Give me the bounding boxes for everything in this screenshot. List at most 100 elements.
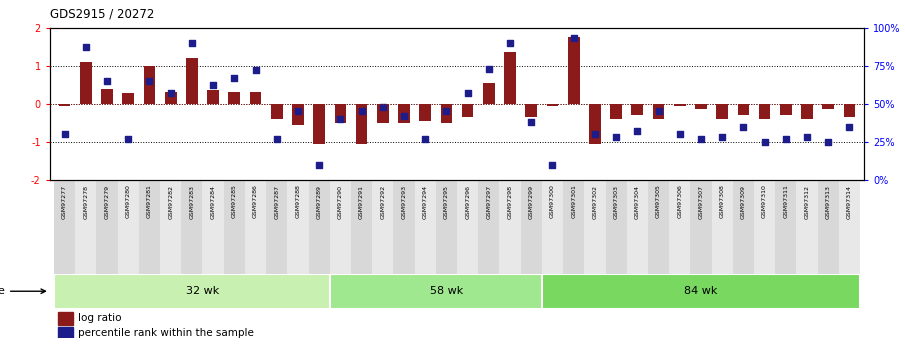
Text: 32 wk: 32 wk [186, 286, 219, 296]
Text: GSM97288: GSM97288 [295, 185, 300, 218]
Bar [801, 104, 813, 119]
Text: 84 wk: 84 wk [684, 286, 718, 296]
Bar [585, 180, 605, 274]
Point [164, 90, 178, 96]
Point [248, 68, 262, 73]
Bar [292, 104, 304, 125]
Bar [207, 90, 219, 104]
Bar [228, 92, 240, 104]
Point [524, 119, 538, 125]
Bar [605, 180, 626, 274]
Point [461, 90, 475, 96]
Bar [122, 93, 134, 104]
Text: GSM97310: GSM97310 [762, 185, 767, 218]
Text: GSM97292: GSM97292 [380, 185, 386, 219]
Point [609, 135, 624, 140]
Point [291, 109, 305, 114]
Bar [309, 180, 329, 274]
Text: GSM97299: GSM97299 [529, 185, 534, 219]
Text: GSM97294: GSM97294 [423, 185, 428, 219]
Point [545, 162, 559, 167]
Bar [589, 104, 601, 144]
Point [142, 78, 157, 84]
Point [652, 109, 666, 114]
Point [481, 66, 496, 71]
Text: GSM97279: GSM97279 [105, 185, 110, 219]
Bar [224, 180, 245, 274]
Bar [632, 104, 643, 115]
Bar [58, 327, 72, 338]
Bar [144, 66, 156, 104]
Point [503, 40, 518, 46]
Point [567, 36, 581, 41]
Point [79, 45, 93, 50]
Bar [653, 104, 664, 119]
Text: GSM97307: GSM97307 [699, 185, 703, 219]
Bar [394, 180, 414, 274]
Bar [313, 104, 325, 144]
Text: GSM97289: GSM97289 [317, 185, 321, 219]
Bar [101, 89, 113, 104]
Bar [398, 104, 410, 123]
Bar [165, 92, 176, 104]
Point [672, 131, 687, 137]
Point [121, 136, 136, 141]
Bar [271, 104, 282, 119]
Text: GSM97313: GSM97313 [825, 185, 831, 219]
Text: age: age [0, 286, 45, 296]
Bar [80, 62, 91, 104]
Bar [436, 180, 457, 274]
Bar [457, 180, 478, 274]
Bar [500, 180, 520, 274]
Text: GSM97311: GSM97311 [784, 185, 788, 218]
Bar [691, 180, 711, 274]
Bar [329, 180, 351, 274]
Bar [118, 180, 138, 274]
Bar [839, 180, 860, 274]
Text: GSM97300: GSM97300 [550, 185, 555, 218]
Text: GSM97286: GSM97286 [253, 185, 258, 218]
Bar [504, 52, 516, 104]
Text: GSM97287: GSM97287 [274, 185, 280, 219]
Bar [356, 104, 367, 144]
Bar [478, 180, 500, 274]
Point [757, 139, 772, 145]
Text: GSM97277: GSM97277 [62, 185, 67, 219]
Bar [776, 180, 796, 274]
Point [355, 109, 369, 114]
Bar [547, 104, 558, 106]
Text: GSM97297: GSM97297 [486, 185, 491, 219]
Text: GDS2915 / 20272: GDS2915 / 20272 [50, 8, 154, 21]
Bar [138, 180, 160, 274]
Point [376, 104, 390, 110]
Text: GSM97283: GSM97283 [189, 185, 195, 219]
Text: GSM97282: GSM97282 [168, 185, 173, 219]
Point [587, 131, 602, 137]
Text: GSM97303: GSM97303 [614, 185, 619, 219]
Text: GSM97305: GSM97305 [656, 185, 661, 218]
Bar [97, 180, 118, 274]
Bar [526, 104, 537, 117]
Text: GSM97312: GSM97312 [805, 185, 809, 219]
Bar [567, 37, 579, 104]
Point [778, 136, 793, 141]
Point [227, 75, 242, 81]
Bar [181, 180, 203, 274]
Point [843, 124, 857, 129]
Bar [817, 180, 839, 274]
Bar [75, 180, 97, 274]
Bar [780, 104, 792, 115]
Bar [610, 104, 622, 119]
Point [736, 124, 750, 129]
Bar [754, 180, 776, 274]
Bar [674, 104, 686, 106]
Text: GSM97306: GSM97306 [677, 185, 682, 218]
Bar [626, 180, 648, 274]
Point [694, 136, 709, 141]
Text: GSM97308: GSM97308 [719, 185, 725, 218]
Bar [648, 180, 669, 274]
Text: GSM97304: GSM97304 [634, 185, 640, 219]
Bar [733, 180, 754, 274]
Text: GSM97291: GSM97291 [359, 185, 364, 219]
Text: GSM97293: GSM97293 [402, 185, 406, 219]
